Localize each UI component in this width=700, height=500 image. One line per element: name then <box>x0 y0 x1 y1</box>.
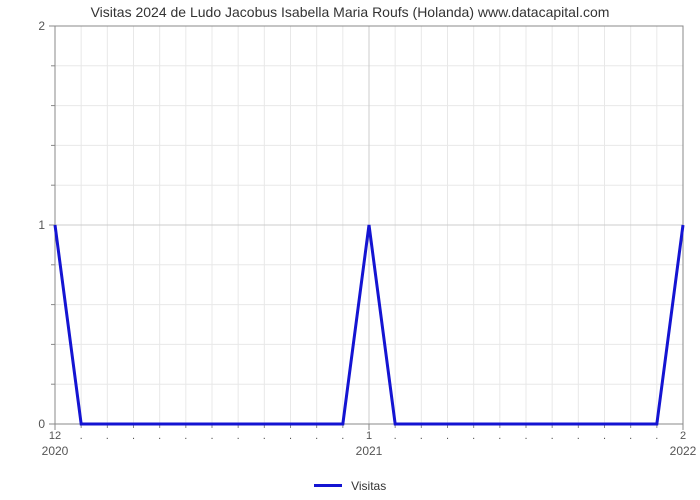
y-tick-label: 0 <box>25 417 45 431</box>
legend-swatch <box>314 484 342 487</box>
x-minor-tick-label: . <box>132 430 135 442</box>
x-minor-tick-label: . <box>420 430 423 442</box>
x-minor-tick-label: . <box>629 430 632 442</box>
x-minor-tick-label: . <box>394 430 397 442</box>
x-minor-tick-label: . <box>524 430 527 442</box>
x-minor-tick-label: . <box>210 430 213 442</box>
x-minor-tick-label: . <box>106 430 109 442</box>
x-minor-tick-label: . <box>655 430 658 442</box>
x-tick-label-month: 2 <box>680 430 686 442</box>
x-tick-label-month: 12 <box>49 430 61 442</box>
x-minor-tick-label: . <box>80 430 83 442</box>
x-tick-label-year: 2020 <box>42 444 69 458</box>
x-minor-tick-label: . <box>263 430 266 442</box>
x-minor-tick-label: . <box>472 430 475 442</box>
x-minor-tick-label: . <box>577 430 580 442</box>
x-minor-tick-label: . <box>498 430 501 442</box>
legend-label: Visitas <box>351 479 386 493</box>
x-minor-tick-label: . <box>551 430 554 442</box>
x-tick-label-month: 1 <box>366 430 372 442</box>
chart-container: Visitas 2024 de Ludo Jacobus Isabella Ma… <box>0 0 700 500</box>
chart-svg <box>0 0 700 500</box>
y-tick-label: 1 <box>25 218 45 232</box>
x-minor-tick-label: . <box>341 430 344 442</box>
x-tick-label-year: 2021 <box>356 444 383 458</box>
x-minor-tick-label: . <box>446 430 449 442</box>
x-minor-tick-label: . <box>184 430 187 442</box>
x-tick-label-year: 2022 <box>670 444 697 458</box>
x-minor-tick-label: . <box>289 430 292 442</box>
x-minor-tick-label: . <box>158 430 161 442</box>
legend: Visitas <box>0 478 700 493</box>
x-minor-tick-label: . <box>603 430 606 442</box>
y-tick-label: 2 <box>25 19 45 33</box>
x-minor-tick-label: . <box>237 430 240 442</box>
x-minor-tick-label: . <box>315 430 318 442</box>
